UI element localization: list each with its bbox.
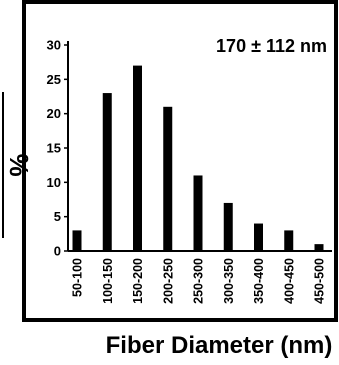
y-tick-label: 25 — [47, 72, 61, 87]
bar-50-100 — [72, 230, 82, 251]
x-tick-label-350-400: 350-400 — [252, 258, 266, 304]
y-axis-ticks: 0 5 10 15 20 25 30 — [47, 38, 68, 259]
x-axis-ticks: 50-100 100-150 150-200 200-250 250-300 300-35… — [71, 258, 327, 304]
y-tick-label: 15 — [47, 141, 61, 156]
bar-200-250 — [163, 106, 173, 251]
x-tick-label-50-100: 50-100 — [71, 258, 85, 297]
x-tick-label-300-350: 300-350 — [222, 258, 236, 304]
x-tick-label-450-500: 450-500 — [313, 258, 327, 304]
x-tick-label-100-150: 100-150 — [101, 258, 115, 304]
x-tick-label-150-200: 150-200 — [131, 258, 145, 304]
y-tick-label: 10 — [47, 175, 61, 190]
y-axis-label: % — [4, 153, 34, 176]
y-tick-label: 30 — [47, 38, 61, 53]
y-tick-label: 20 — [47, 106, 61, 121]
bars — [72, 65, 324, 251]
y-tick-label: 5 — [54, 209, 61, 224]
stats-annotation: 170 ± 112 nm — [216, 36, 327, 56]
bar-100-150 — [102, 93, 112, 251]
x-tick-label-250-300: 250-300 — [192, 258, 206, 304]
bar-350-400 — [254, 223, 263, 251]
x-tick-label-400-450: 400-450 — [282, 258, 296, 304]
bar-400-450 — [284, 230, 294, 251]
bar-450-500 — [314, 244, 324, 251]
x-axis-label: Fiber Diameter (nm) — [106, 332, 333, 359]
bar-300-350 — [223, 202, 233, 251]
x-tick-label-200-250: 200-250 — [161, 258, 175, 304]
bar-150-200 — [133, 65, 142, 251]
plot-frame — [22, 0, 338, 322]
bar-250-300 — [193, 175, 203, 251]
y-tick-label: 0 — [54, 244, 61, 259]
